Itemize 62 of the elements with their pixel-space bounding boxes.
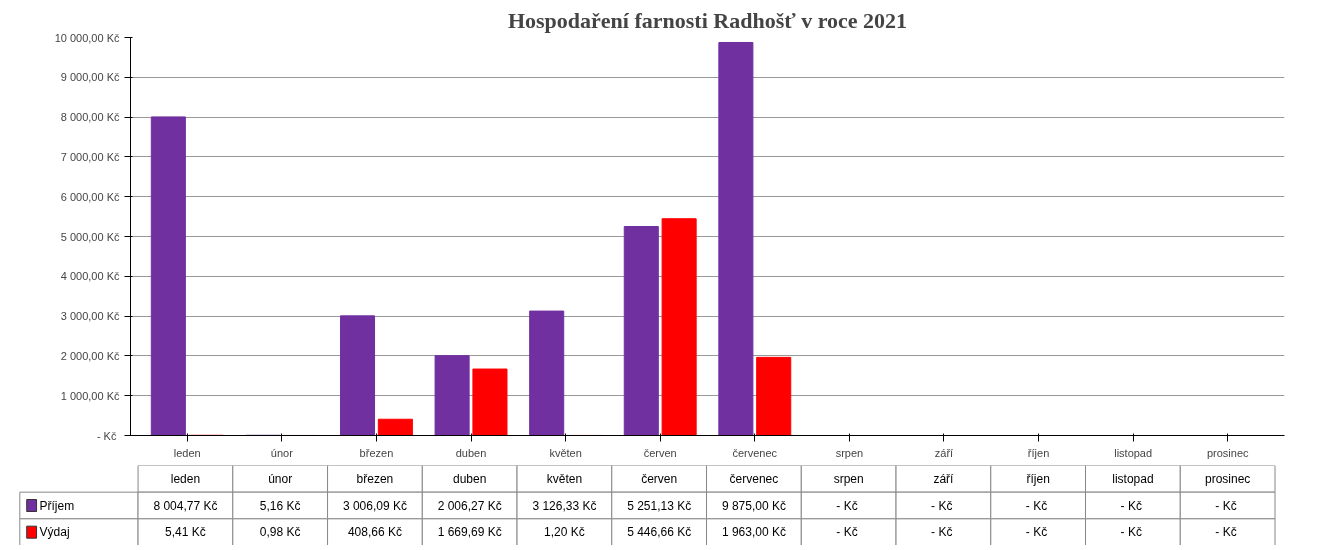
x-tick-label: listopad [1114, 446, 1153, 459]
y-tick-label: 8 000,00 Kč [60, 111, 120, 124]
data-label: 5 446,66 Kč [627, 525, 692, 540]
y-tick-label: 9 000,00 Kč [60, 71, 120, 84]
category-label: leden [170, 471, 201, 486]
data-label: - Kč [1215, 498, 1237, 513]
data-label: - Kč [1025, 498, 1048, 513]
data-label: 408,66 Kč [347, 525, 402, 540]
category-label: duben [452, 471, 487, 486]
data-label: - Kč [931, 525, 953, 540]
x-tick-label: květen [549, 446, 582, 459]
category-label: září [933, 471, 954, 486]
category-label: srpen [833, 471, 864, 486]
y-tick-label: 5 000,00 Kč [60, 230, 120, 243]
data-label: 1,20 Kč [544, 525, 585, 540]
category-label: říjen [1026, 471, 1050, 486]
data-label: - Kč [1025, 525, 1048, 540]
category-label: květen [546, 471, 583, 486]
data-label: 3 126,33 Kč [532, 498, 597, 513]
chart-title: Hospodaření farnosti Radhošť v roce 2021 [507, 7, 908, 33]
y-tick-label: 1 000,00 Kč [60, 389, 120, 402]
x-tick-label: červen [643, 446, 677, 459]
y-tick-label: 10 000,00 Kč [54, 31, 120, 44]
x-tick-label: říjen [1027, 446, 1050, 459]
data-label: 5 251,13 Kč [627, 498, 692, 513]
y-tick-label: 7 000,00 Kč [60, 150, 120, 163]
y-tick-label: 2 000,00 Kč [60, 349, 120, 362]
category-label: červenec [729, 471, 779, 486]
x-tick-label: prosinec [1206, 446, 1250, 459]
data-label: - Kč [1120, 498, 1142, 513]
data-label: - Kč [836, 525, 858, 540]
y-tick-label: - Kč [96, 429, 117, 442]
category-label: březen [356, 471, 394, 486]
y-tick-label: 3 000,00 Kč [60, 310, 120, 323]
data-label: - Kč [931, 498, 953, 513]
data-label: 9 875,00 Kč [721, 498, 786, 513]
x-tick-label: červenec [732, 446, 778, 459]
y-tick-label: 6 000,00 Kč [60, 190, 120, 203]
data-label: - Kč [1215, 525, 1237, 540]
data-label: 3 006,09 Kč [342, 498, 407, 513]
data-label: 8 004,77 Kč [153, 498, 218, 513]
x-tick-label: březen [359, 446, 394, 459]
x-tick-label: srpen [835, 446, 864, 459]
category-label: červen [641, 471, 678, 486]
x-tick-label: duben [455, 446, 487, 459]
data-label: 2 006,27 Kč [437, 498, 502, 513]
data-label: 5,16 Kč [259, 498, 301, 513]
category-label: prosinec [1204, 471, 1251, 486]
x-tick-label: leden [173, 446, 201, 459]
data-label: - Kč [836, 498, 858, 513]
data-label: 5,41 Kč [165, 525, 206, 540]
data-label: 1 963,00 Kč [721, 525, 786, 540]
x-tick-label: září [934, 446, 954, 459]
data-label: - Kč [1120, 525, 1142, 540]
category-label: listopad [1112, 471, 1154, 486]
legend-label: Výdaj [39, 525, 70, 540]
legend-label: Příjem [39, 498, 75, 513]
category-label: únor [268, 471, 293, 486]
data-label: 1 669,69 Kč [437, 525, 502, 540]
y-tick-label: 4 000,00 Kč [60, 270, 120, 283]
data-label: 0,98 Kč [259, 525, 301, 540]
x-tick-label: únor [270, 446, 294, 459]
